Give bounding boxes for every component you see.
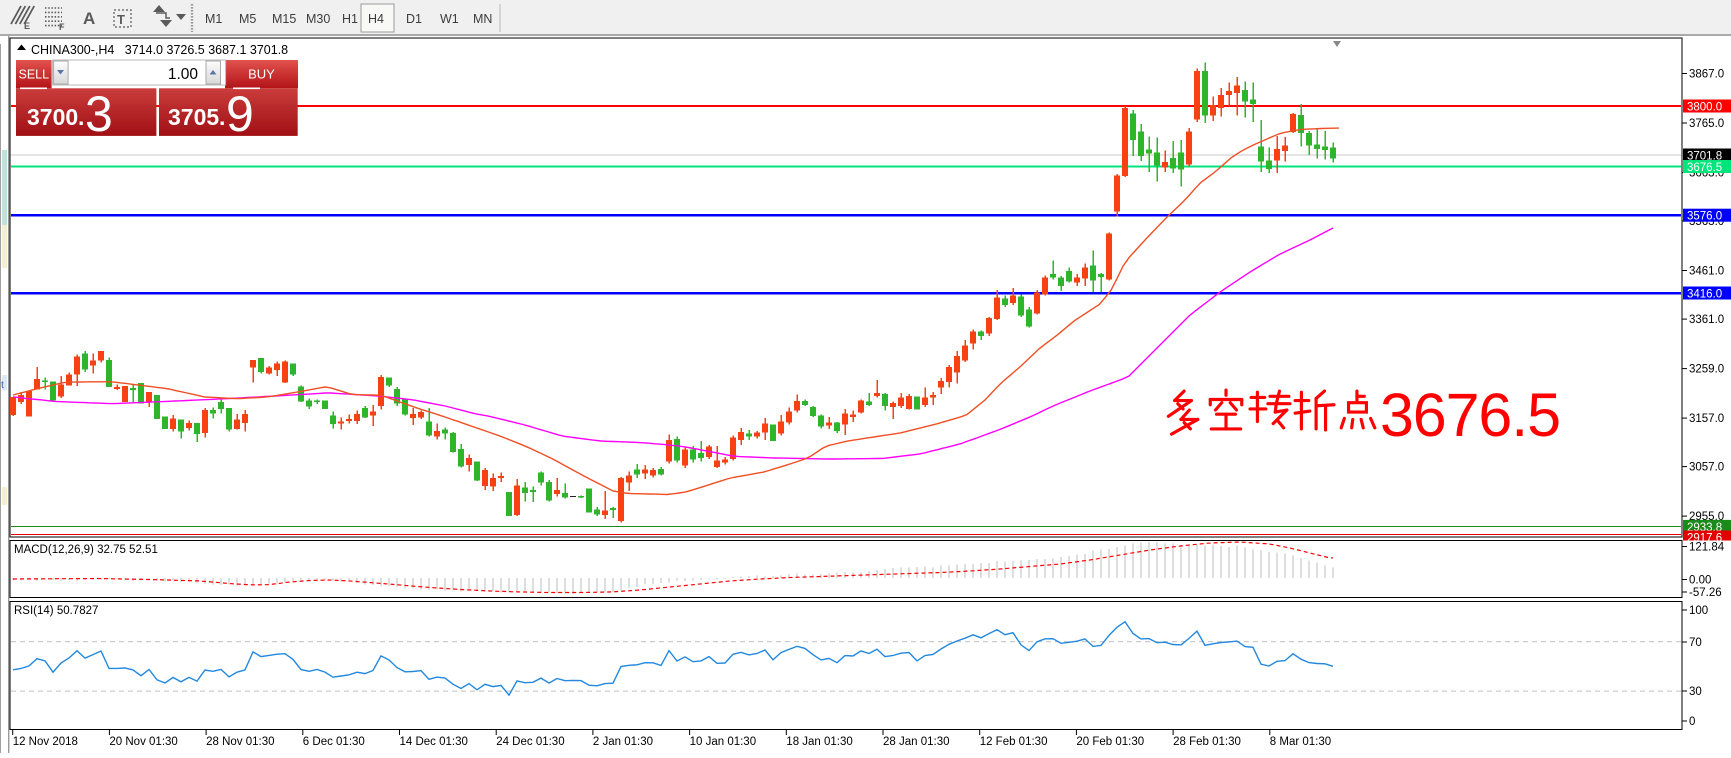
svg-text:3676.5: 3676.5	[1380, 381, 1561, 449]
svg-text:F: F	[59, 22, 65, 32]
svg-text:20 Feb 01:30: 20 Feb 01:30	[1076, 736, 1144, 748]
svg-text:28 Jan 01:30: 28 Jan 01:30	[883, 736, 950, 748]
svg-text:1.00: 1.00	[168, 66, 199, 83]
svg-text:W1: W1	[440, 12, 459, 26]
svg-text:3700: 3700	[27, 104, 78, 130]
svg-text:M15: M15	[272, 12, 296, 26]
svg-text:14 Dec 01:30: 14 Dec 01:30	[400, 736, 468, 748]
svg-text:MACD(12,26,9) 32.75 52.51: MACD(12,26,9) 32.75 52.51	[14, 544, 158, 556]
svg-text:0.00: 0.00	[1689, 575, 1711, 587]
svg-text:2 Jan 01:30: 2 Jan 01:30	[593, 736, 653, 748]
svg-text:121.84: 121.84	[1689, 542, 1725, 554]
svg-text:.: .	[219, 104, 225, 130]
svg-text:SELL: SELL	[19, 68, 50, 82]
svg-text:D1: D1	[406, 12, 422, 26]
svg-text:18 Jan 01:30: 18 Jan 01:30	[786, 736, 853, 748]
svg-text:3461.0: 3461.0	[1689, 266, 1724, 278]
svg-text:3057.0: 3057.0	[1689, 462, 1724, 474]
svg-text:-57.26: -57.26	[1689, 587, 1722, 599]
svg-text:8 Mar 01:30: 8 Mar 01:30	[1270, 736, 1331, 748]
svg-text:M30: M30	[306, 12, 330, 26]
svg-text:BUY: BUY	[248, 67, 275, 82]
svg-text:70: 70	[1689, 637, 1702, 649]
svg-text:.: .	[78, 104, 84, 130]
svg-text:9: 9	[226, 86, 254, 142]
svg-text:3157.0: 3157.0	[1689, 413, 1724, 425]
svg-text:3800.0: 3800.0	[1687, 102, 1722, 114]
svg-text:6 Dec 01:30: 6 Dec 01:30	[303, 736, 365, 748]
svg-text:M5: M5	[239, 12, 256, 26]
svg-text:0: 0	[1689, 716, 1695, 728]
svg-text:10 Jan 01:30: 10 Jan 01:30	[690, 736, 757, 748]
svg-text:3416.0: 3416.0	[1687, 289, 1722, 301]
svg-text:2917.6: 2917.6	[1687, 533, 1722, 545]
svg-text:H1: H1	[342, 12, 358, 26]
svg-text:H4: H4	[368, 12, 384, 26]
svg-text:CHINA300-,H4 3714.0 3726.5 3: CHINA300-,H4 3714.0 3726.5 3687.1 3701.8	[31, 43, 288, 57]
svg-text:12 Nov 2018: 12 Nov 2018	[13, 736, 78, 748]
svg-text:3361.0: 3361.0	[1689, 314, 1724, 326]
svg-text:3: 3	[85, 86, 113, 142]
svg-text:20 Nov 01:30: 20 Nov 01:30	[109, 736, 177, 748]
svg-text:3765.0: 3765.0	[1689, 118, 1724, 130]
svg-text:3676.5: 3676.5	[1687, 162, 1722, 174]
svg-text:E: E	[24, 21, 30, 31]
svg-text:3867.0: 3867.0	[1689, 69, 1724, 81]
svg-text:3705: 3705	[168, 104, 219, 130]
svg-text:M1: M1	[205, 12, 222, 26]
svg-text:28 Nov 01:30: 28 Nov 01:30	[206, 736, 274, 748]
svg-text:3259.0: 3259.0	[1689, 364, 1724, 376]
svg-text:30: 30	[1689, 686, 1702, 698]
svg-text:t: t	[1, 380, 4, 391]
svg-text:T: T	[117, 12, 125, 27]
svg-text:A: A	[83, 9, 95, 28]
svg-text:24 Dec 01:30: 24 Dec 01:30	[496, 736, 564, 748]
svg-text:3701.8: 3701.8	[1687, 151, 1722, 163]
svg-text:28 Feb 01:30: 28 Feb 01:30	[1173, 736, 1241, 748]
svg-text:RSI(14) 50.7827: RSI(14) 50.7827	[14, 605, 98, 617]
svg-text:12 Feb 01:30: 12 Feb 01:30	[980, 736, 1048, 748]
svg-text:100: 100	[1689, 605, 1708, 617]
svg-text:MN: MN	[473, 12, 492, 26]
svg-text:3576.0: 3576.0	[1687, 211, 1722, 223]
